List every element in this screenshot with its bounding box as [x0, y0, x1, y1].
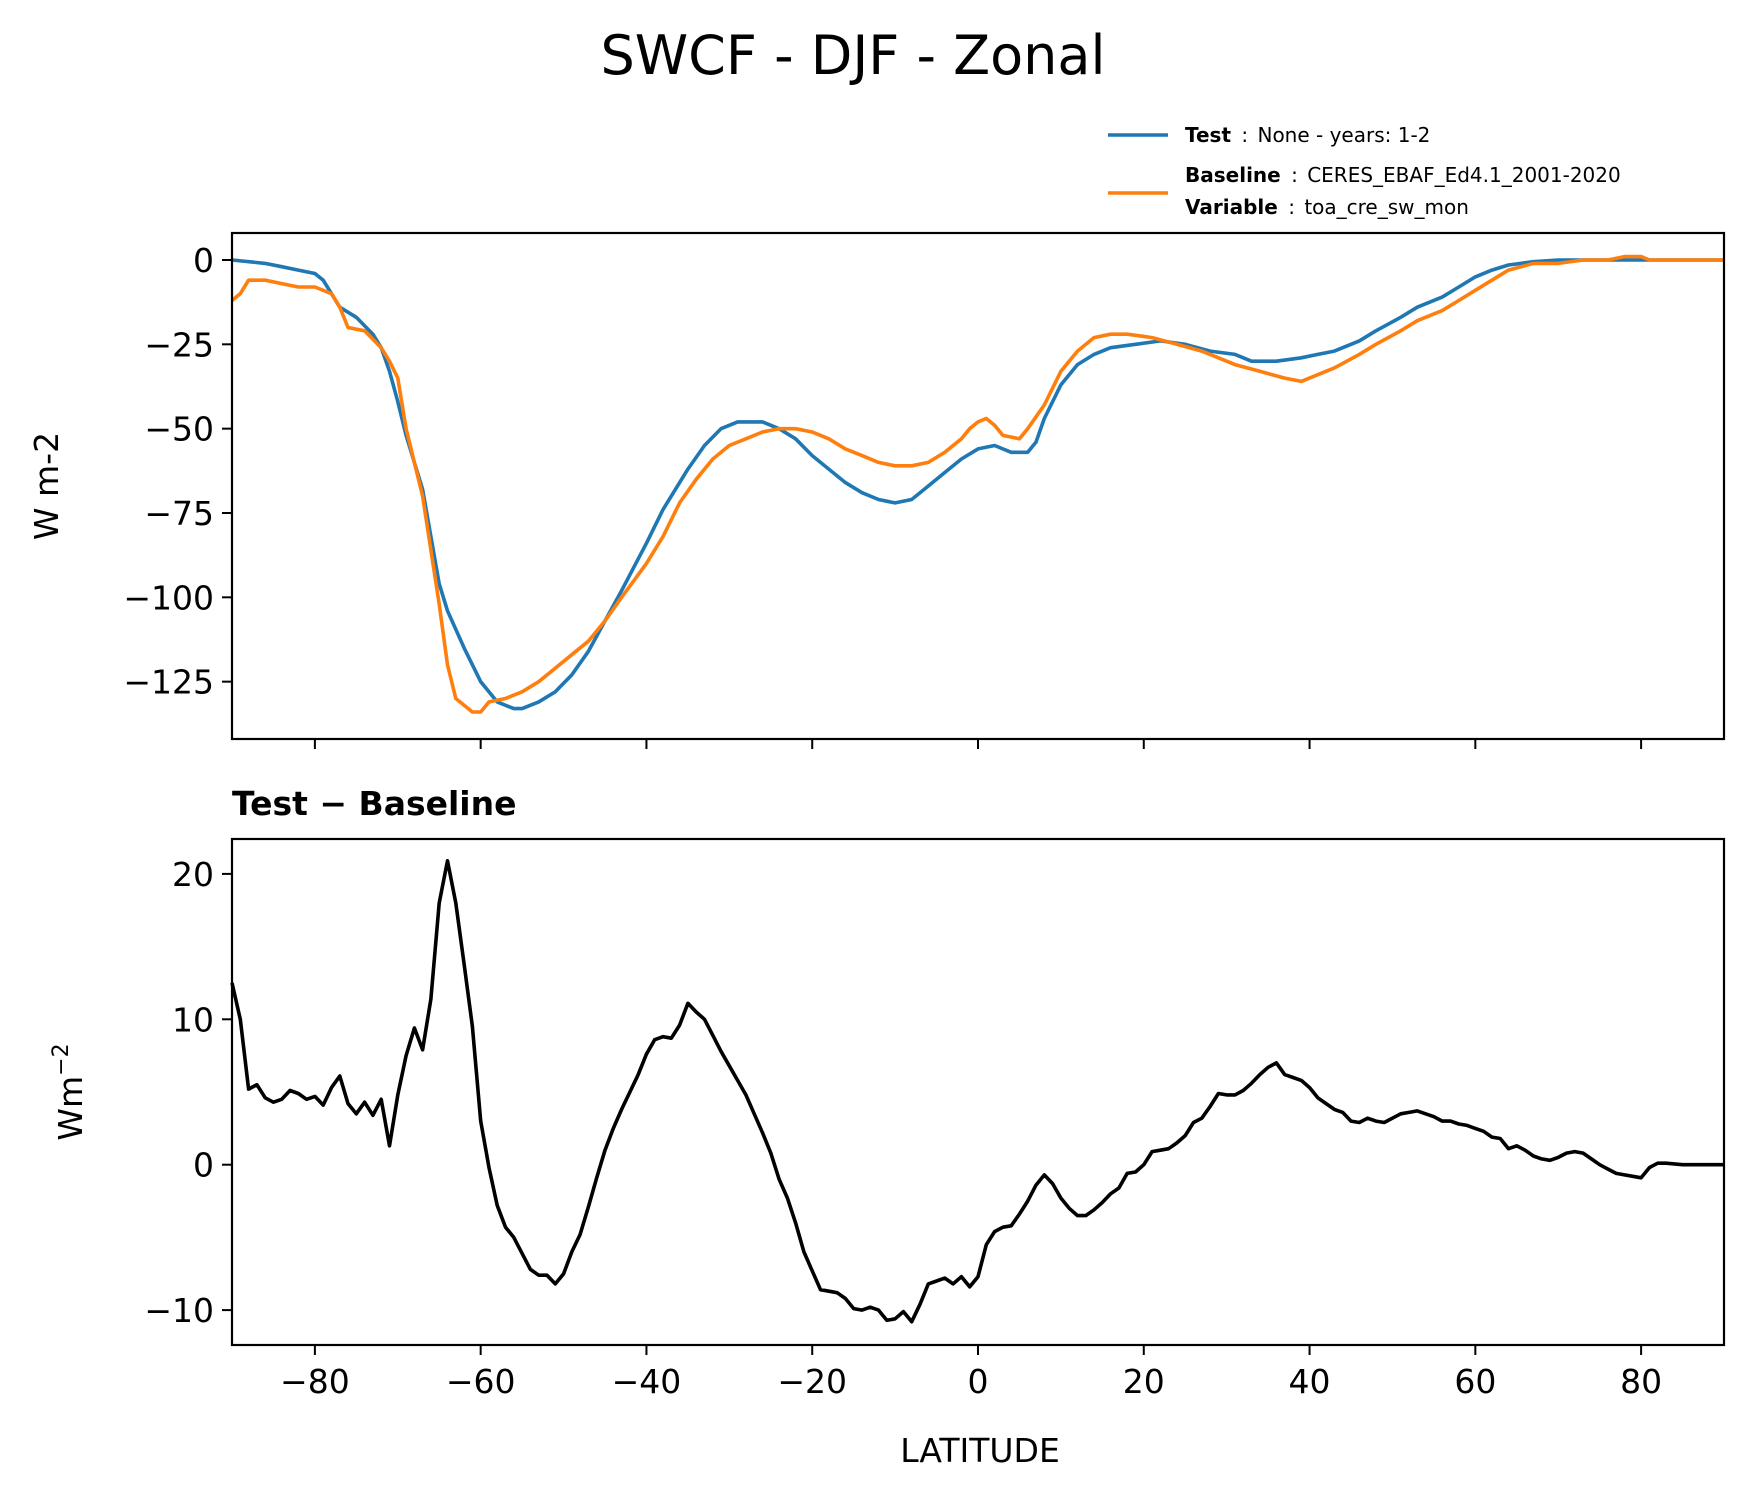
legend-test-value: None - years: 1-2: [1257, 123, 1430, 147]
top-y-tick-label: −50: [144, 410, 214, 449]
top-y-ticks: 0 −25 −50 −75 −100 −125: [123, 241, 232, 702]
bottom-y-tick-label: −10: [144, 1291, 214, 1330]
bottom-x-tick-label: −20: [777, 1362, 847, 1401]
bottom-x-tick-label: −60: [446, 1362, 516, 1401]
bottom-y-tick-label: 10: [172, 1000, 214, 1039]
bottom-y-axis-label: Wm: [51, 1076, 90, 1141]
legend-baseline-separator: :: [1291, 163, 1298, 187]
svg-text:Variable : toa_cre: Variable : toa_cre_sw_mon: [1185, 195, 1469, 219]
legend-variable-separator: :: [1288, 195, 1295, 219]
bottom-x-tick-label: 80: [1620, 1362, 1662, 1401]
svg-text:Wm−2: Wm−2: [49, 1043, 90, 1140]
top-y-tick-label: −75: [144, 494, 214, 533]
bottom-x-tick-label: 40: [1289, 1362, 1331, 1401]
top-x-ticks: [313, 739, 1643, 749]
svg-text:Test : None - year: Test : None - years: 1-2: [1185, 123, 1430, 147]
top-y-axis-label: W m-2: [27, 432, 66, 540]
bottom-x-tick-label: −80: [280, 1362, 350, 1401]
bottom-x-tick-label: 20: [1123, 1362, 1165, 1401]
bottom-y-ticks: 20 10 0 −10: [144, 855, 232, 1330]
legend-variable-label: Variable: [1185, 195, 1278, 219]
top-series-lines: [230, 254, 1724, 714]
bottom-x-ticks: −80 −60 −40 −20 0 20 40 60 80: [280, 1345, 1662, 1401]
top-panel: 0 −25 −50 −75 −100 −125 W m-2: [27, 231, 1726, 749]
bottom-y-tick-label: 0: [193, 1146, 214, 1185]
top-y-tick-label: −125: [123, 663, 214, 702]
legend-test-separator: :: [1241, 123, 1248, 147]
bottom-y-axis-label-superscript: −2: [49, 1043, 74, 1075]
legend-baseline-label: Baseline: [1185, 163, 1281, 187]
bottom-panel-title: Test − Baseline: [232, 784, 517, 823]
bottom-panel: Test − Baseline −80 −60 −40 −20 0 20 40 60 80 20…: [49, 784, 1726, 1470]
legend-test-label: Test: [1185, 123, 1231, 147]
legend: Test : None - years: 1-2 Baseline : CERE…: [1108, 123, 1621, 219]
bottom-x-axis-label: LATITUDE: [900, 1431, 1060, 1470]
bottom-x-tick-label: 60: [1454, 1362, 1496, 1401]
bottom-x-tick-label: −40: [612, 1362, 682, 1401]
top-y-tick-label: −25: [144, 325, 214, 364]
legend-baseline-value: CERES_EBAF_Ed4.1_2001-2020: [1307, 163, 1621, 187]
top-y-tick-label: 0: [193, 241, 214, 280]
bottom-series-difference: [230, 858, 1724, 1324]
bottom-x-tick-label: 0: [968, 1362, 989, 1401]
top-series-baseline: [230, 254, 1724, 714]
legend-variable-value: toa_cre_sw_mon: [1304, 195, 1469, 219]
figure-title: SWCF - DJF - Zonal: [601, 24, 1106, 87]
bottom-y-tick-label: 20: [172, 855, 214, 894]
svg-text:Baseline : CERES_E: Baseline : CERES_EBAF_Ed4.1_2001-2020: [1185, 163, 1621, 187]
bottom-series-lines: [230, 858, 1724, 1324]
top-y-tick-label: −100: [123, 578, 214, 617]
